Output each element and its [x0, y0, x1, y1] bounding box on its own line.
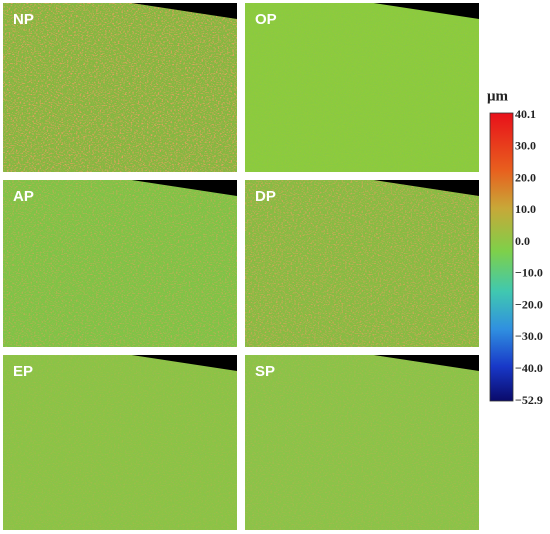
panel-label: DP [255, 188, 276, 205]
colorbar-tick-label: −20.0 [515, 297, 543, 311]
surface-peaks [3, 3, 237, 172]
colorbar-tick-label: 10.0 [515, 202, 536, 216]
background-corner [373, 355, 479, 371]
panel-label: EP [13, 363, 33, 380]
surface-peaks [3, 355, 237, 530]
background-corner [131, 180, 237, 196]
colorbar [489, 112, 514, 402]
colorbar-tick-label: 0.0 [515, 234, 530, 248]
colorbar-tick-label: 30.0 [515, 139, 536, 153]
surface-peaks [3, 180, 237, 347]
panel-label: NP [13, 11, 34, 28]
surface-peaks [245, 355, 479, 530]
colorbar-tick-label: −10.0 [515, 266, 543, 280]
panel-label: SP [255, 363, 275, 380]
colorbar-tick-label: 40.1 [515, 107, 536, 121]
background-corner [373, 180, 479, 196]
colorbar-tick-label: −52.9 [515, 393, 543, 407]
surface-peaks [245, 3, 479, 172]
colorbar-unit: μm [487, 88, 509, 104]
panel-label: AP [13, 188, 34, 205]
colorbar-tick-label: 20.0 [515, 170, 536, 184]
background-corner [373, 3, 479, 19]
colorbar-tick-label: −40.0 [515, 361, 543, 375]
background-corner [131, 355, 237, 371]
background-corner [131, 3, 237, 19]
panel-label: OP [255, 11, 277, 28]
colorbar-tick-label: −30.0 [515, 329, 543, 343]
surface-peaks [245, 180, 479, 347]
